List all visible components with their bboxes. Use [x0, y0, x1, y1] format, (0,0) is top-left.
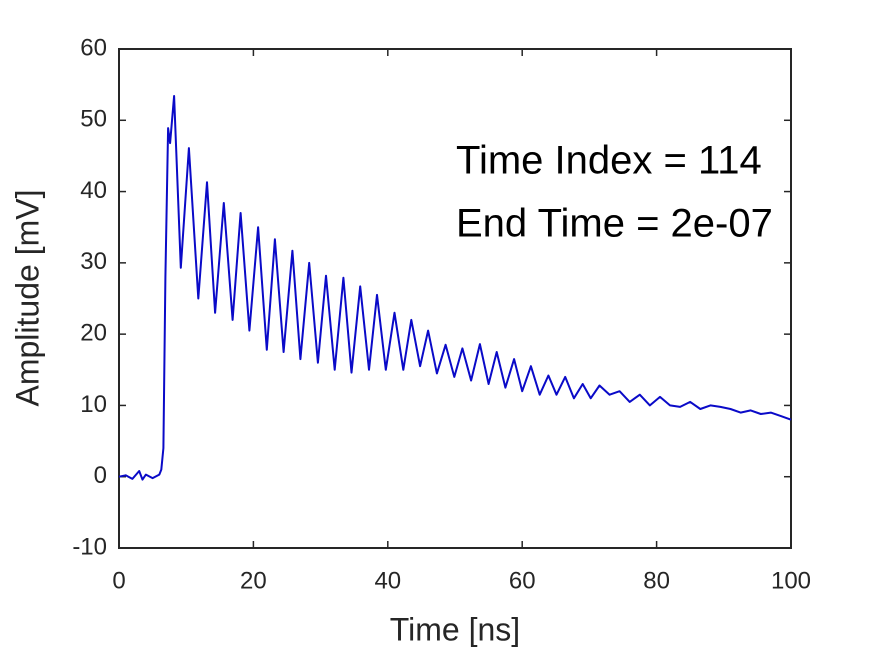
y-axis-label: Amplitude [mV] — [9, 190, 45, 407]
x-axis-label: Time [ns] — [390, 611, 520, 647]
y-tick-label: 30 — [80, 248, 107, 275]
x-tick-label: 80 — [643, 567, 670, 594]
y-tick-label: 60 — [80, 34, 107, 61]
y-tick-label: 20 — [80, 319, 107, 346]
x-tick-label: 20 — [240, 567, 267, 594]
annotation: End Time = 2e-07 — [456, 202, 773, 246]
y-tick-label: 0 — [94, 462, 107, 489]
x-tick-label: 100 — [771, 567, 811, 594]
annotation: Time Index = 114 — [456, 139, 762, 183]
x-tick-label: 40 — [374, 567, 401, 594]
plot-frame — [118, 48, 792, 549]
y-tick-label: 40 — [80, 177, 107, 204]
y-tick-label: 50 — [80, 106, 107, 133]
y-tick-label: -10 — [72, 533, 107, 560]
x-tick-label: 0 — [112, 567, 125, 594]
y-tick-label: 10 — [80, 391, 107, 418]
signal-line — [118, 95, 792, 481]
x-tick-label: 60 — [509, 567, 536, 594]
